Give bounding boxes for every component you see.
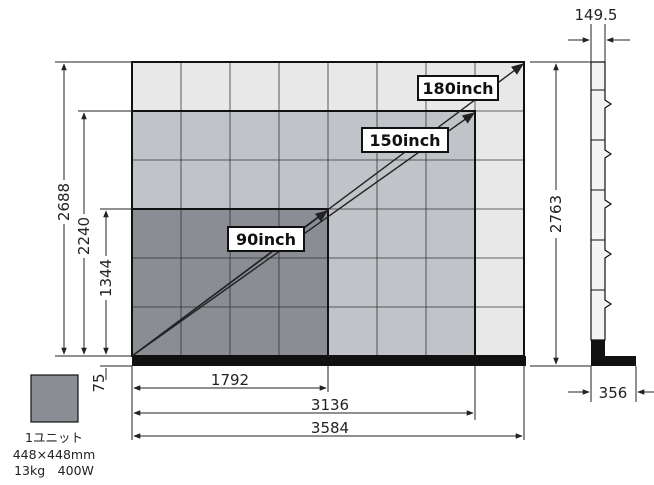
label-box-90 [227,226,305,252]
label-150inch: 150inch [369,131,440,150]
label-box-180 [417,75,499,101]
dim-149-5: 149.5 [575,6,618,24]
base-stand [132,356,526,366]
side-view [590,61,636,366]
label-90inch: 90inch [236,230,296,249]
side-base [591,340,636,366]
label-box-150 [361,127,449,153]
dim-2688: 2688 [55,183,73,221]
label-180inch: 180inch [422,79,493,98]
dim-3136: 3136 [311,396,349,414]
dim-2240: 2240 [75,217,93,255]
dim-1344: 1344 [97,259,115,297]
dim-1792: 1792 [211,371,249,389]
dim-bottom [131,366,525,440]
dim-2763: 2763 [547,195,565,233]
outline-150inch [132,110,476,356]
unit-spec: 13kg 400W [14,463,94,478]
unit-name: 1ユニット [25,430,83,445]
side-profile [590,61,613,341]
unit-size: 448×448mm [13,447,96,462]
dim-75: 75 [90,373,108,392]
dim-356: 356 [599,384,628,402]
dim-3584: 3584 [311,419,349,437]
unit-sample [30,374,79,423]
